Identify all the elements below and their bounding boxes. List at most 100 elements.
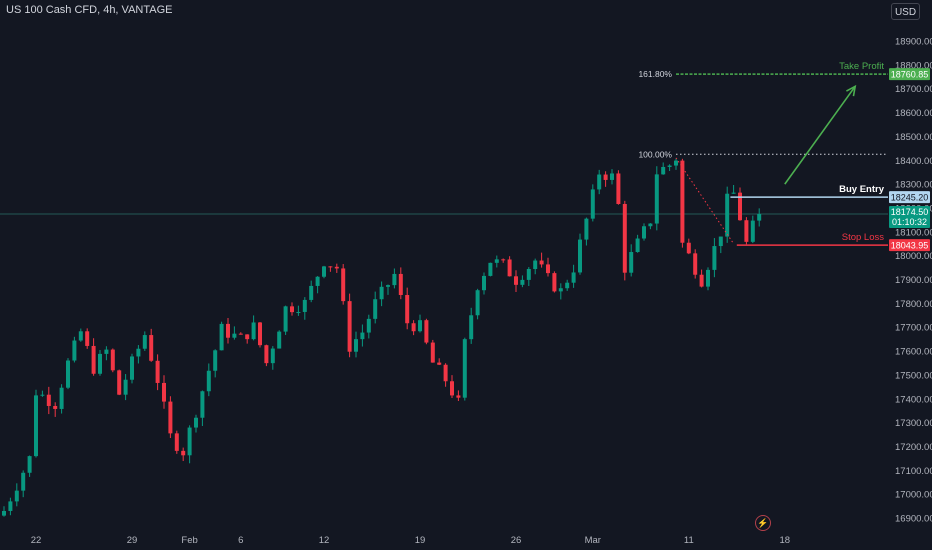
candle xyxy=(360,332,365,340)
candle xyxy=(366,318,371,333)
candle xyxy=(104,349,109,354)
candle xyxy=(597,174,602,190)
candle xyxy=(251,322,256,340)
candle xyxy=(194,417,198,428)
buy-entry-price-tag xyxy=(889,191,930,204)
currency-button[interactable]: USD xyxy=(891,3,920,20)
candle xyxy=(40,394,45,396)
candle xyxy=(443,364,448,382)
candle xyxy=(130,356,134,380)
y-tick-label: 17800.00 xyxy=(895,299,932,310)
candle xyxy=(245,334,250,340)
candle xyxy=(718,236,723,247)
candle xyxy=(411,323,416,332)
candle xyxy=(558,288,563,292)
candle xyxy=(373,299,378,319)
candle xyxy=(110,349,115,371)
symbol-title: US 100 Cash CFD, 4h, VANTAGE xyxy=(6,4,173,16)
y-tick-label: 18300.00 xyxy=(895,180,932,191)
fib-swing-line xyxy=(675,157,735,245)
candle xyxy=(584,218,589,240)
y-tick-label: 18500.00 xyxy=(895,132,932,143)
current-price-tag xyxy=(889,206,930,229)
candle xyxy=(635,238,640,253)
projection-arrow xyxy=(784,85,856,185)
candle xyxy=(226,323,230,338)
candle xyxy=(136,348,141,357)
x-tick-label: 18 xyxy=(780,535,791,546)
fib-100-label: 100.00% xyxy=(638,149,672,159)
candle xyxy=(8,501,13,511)
candle xyxy=(629,252,634,273)
candle xyxy=(258,322,262,346)
candle xyxy=(34,395,38,457)
candle xyxy=(66,360,70,388)
candle xyxy=(53,405,58,409)
candle xyxy=(14,490,19,502)
y-tick-label: 18900.00 xyxy=(895,37,932,48)
candle xyxy=(213,350,218,371)
candle xyxy=(296,311,301,313)
candle xyxy=(462,339,467,398)
candle xyxy=(238,333,243,335)
y-tick-label: 18800.00 xyxy=(895,60,932,71)
candle xyxy=(616,173,621,204)
candle xyxy=(520,279,525,285)
candle xyxy=(309,285,314,300)
candle xyxy=(661,166,666,175)
buy-entry-label: Buy Entry xyxy=(839,184,885,195)
y-tick-label: 16900.00 xyxy=(895,514,932,525)
y-tick-label: 17500.00 xyxy=(895,370,932,381)
candle xyxy=(142,335,147,349)
bar-countdown: 01:10:32 xyxy=(892,217,927,227)
candle xyxy=(533,260,538,269)
x-tick-label: 12 xyxy=(319,535,330,546)
candle xyxy=(398,273,403,295)
candle xyxy=(418,320,422,332)
candle xyxy=(168,401,173,434)
candle xyxy=(187,427,192,456)
candle xyxy=(712,246,717,270)
candle xyxy=(482,275,486,291)
x-tick-label: 19 xyxy=(415,535,426,546)
candle xyxy=(392,273,397,286)
candle xyxy=(149,335,154,361)
candle xyxy=(706,269,710,287)
candle xyxy=(46,394,51,406)
candle xyxy=(693,253,698,275)
candle xyxy=(699,274,704,287)
candle xyxy=(283,306,288,332)
candle xyxy=(648,223,653,227)
candle xyxy=(680,160,685,243)
y-tick-label: 17200.00 xyxy=(895,442,932,453)
lightning-icon[interactable]: ⚡ xyxy=(755,515,771,531)
candle xyxy=(603,174,608,180)
candle xyxy=(347,301,352,352)
candle xyxy=(571,272,576,283)
candle xyxy=(501,259,506,261)
candle xyxy=(507,259,512,277)
candle xyxy=(450,381,454,396)
y-tick-label: 17400.00 xyxy=(895,394,932,405)
candle xyxy=(424,320,429,343)
candle xyxy=(328,266,333,268)
y-tick-label: 17900.00 xyxy=(895,275,932,286)
candle xyxy=(539,260,544,265)
candle xyxy=(610,173,614,180)
candle xyxy=(277,331,282,349)
candle xyxy=(181,450,186,456)
candle xyxy=(565,282,570,289)
candle xyxy=(290,306,294,313)
candle xyxy=(469,315,474,340)
candle xyxy=(315,276,320,286)
candle xyxy=(642,226,646,239)
y-tick-label: 17700.00 xyxy=(895,323,932,334)
candle xyxy=(686,242,691,254)
candle xyxy=(334,266,339,269)
candle xyxy=(91,345,96,374)
candle xyxy=(27,456,32,473)
candle xyxy=(341,268,346,302)
take-profit-price: 18760.85 xyxy=(891,70,929,80)
candle xyxy=(354,339,358,352)
